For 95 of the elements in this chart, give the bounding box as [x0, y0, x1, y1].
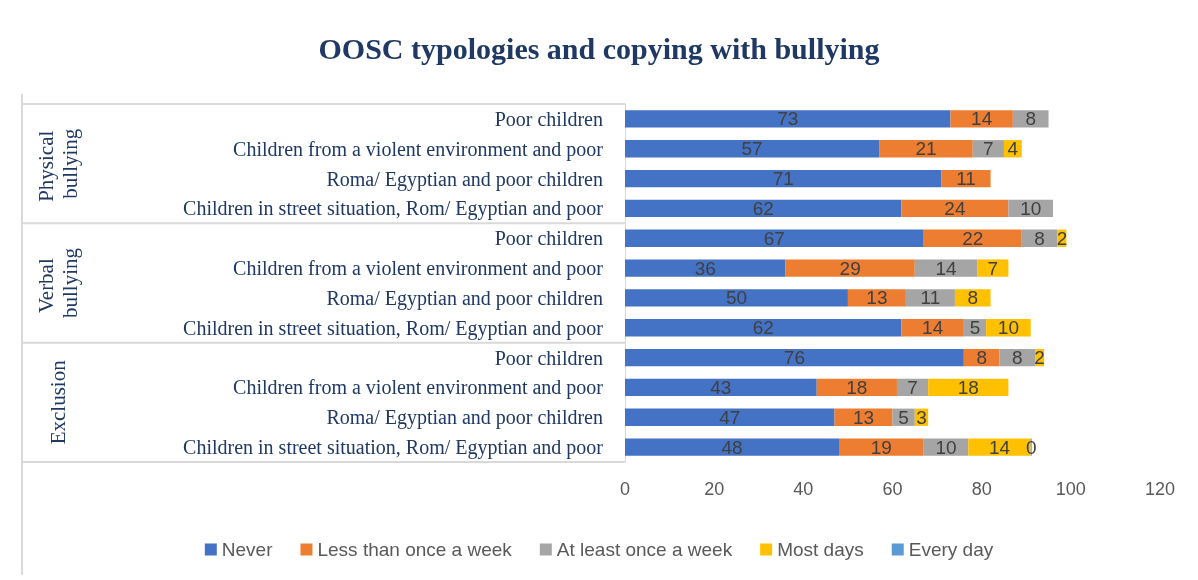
legend-label: Less than once a week [317, 539, 513, 560]
text: Physical bullying [34, 125, 82, 202]
data-label: 10 [935, 436, 957, 458]
data-label: 67 [763, 227, 785, 249]
data-label: 43 [710, 376, 732, 398]
y-tick-label: Poor children [494, 227, 603, 250]
data-label: 29 [839, 257, 861, 279]
data-label: 14 [971, 108, 993, 130]
bar [625, 378, 817, 397]
data-label: 21 [915, 138, 937, 160]
data-label: 62 [752, 317, 774, 339]
data-label: 36 [694, 257, 716, 279]
text: Verbal bullying [34, 247, 82, 319]
data-label: 73 [777, 108, 799, 130]
data-label: 14 [935, 257, 957, 279]
data-label: 18 [846, 376, 868, 398]
bar [625, 289, 848, 307]
legend-label: Every day [908, 539, 994, 560]
bar [625, 259, 786, 277]
bar [785, 259, 915, 277]
bar [625, 408, 835, 426]
bar [625, 438, 839, 456]
data-label: 8 [1012, 347, 1023, 369]
data-label: 4 [1007, 138, 1019, 160]
data-label: 5 [898, 406, 909, 428]
bar [625, 229, 924, 247]
y-tick-label: Children from a violent environment and poor [233, 137, 604, 161]
y-tick-label: Children from a violent environment and poor [233, 257, 604, 281]
chart-title: OOSC typologies and copying with bullying [318, 31, 880, 65]
y-tick-label: Children in street situation, Rom/ Egyptian and poor [183, 316, 604, 340]
data-label: 13 [866, 287, 888, 309]
data-label: 24 [944, 197, 966, 219]
data-label: 13 [852, 406, 875, 428]
bar [625, 319, 902, 337]
bar [1012, 110, 1049, 128]
y-tick-label: Children in street situation, Rom/ Egyptian and poor [183, 197, 604, 221]
data-label: 47 [719, 406, 741, 428]
bar [901, 199, 1009, 218]
data-label: 10 [1020, 197, 1042, 219]
data-label: 14 [922, 317, 944, 339]
data-label: 71 [772, 168, 794, 190]
data-label: 18 [957, 376, 979, 398]
data-label: 5 [969, 317, 981, 339]
data-label: 3 [916, 406, 927, 428]
data-label: 50 [725, 287, 748, 309]
y-tick-label: Children from a violent environment and poor [233, 376, 604, 400]
bar [625, 140, 880, 158]
bar [847, 289, 906, 307]
y-tick-label: Children in street situation, Rom/ Egyptian and poor [183, 436, 604, 460]
bar [977, 259, 1009, 277]
x-tick-label: 0 [619, 479, 631, 499]
bar [954, 289, 991, 307]
legend-label: Never [221, 539, 274, 560]
data-label: 7 [987, 257, 999, 279]
x-tick-label: 20 [704, 479, 725, 499]
data-label: 19 [870, 436, 892, 458]
data-label: 2 [1034, 347, 1045, 369]
data-label: 8 [976, 347, 987, 369]
data-label: 0 [1025, 436, 1037, 458]
data-label: 76 [783, 347, 805, 369]
bar [625, 348, 964, 367]
bar [839, 438, 924, 456]
bar [625, 169, 942, 188]
bar [905, 289, 955, 307]
data-label: 11 [956, 168, 976, 190]
x-tick-label: 60 [882, 479, 903, 499]
data-label: 22 [962, 227, 984, 249]
y-tick-label: Roma/ Egyptian and poor children [326, 286, 603, 310]
data-label: 62 [752, 197, 774, 219]
data-label: 7 [907, 376, 918, 398]
data-label: 8 [1025, 108, 1036, 130]
x-tick-label: 40 [793, 479, 814, 499]
data-label: 8 [967, 287, 979, 309]
x-tick-label: 80 [971, 479, 992, 499]
data-label: 7 [983, 138, 994, 160]
x-tick-label: 120 [1144, 479, 1176, 499]
bar [879, 140, 973, 158]
y-tick-label: Poor children [494, 346, 603, 369]
bar [914, 259, 978, 277]
data-label: 14 [988, 436, 1011, 458]
bar [950, 110, 1013, 128]
legend-label: Most days [777, 539, 864, 560]
bar [625, 110, 951, 128]
bar [625, 199, 902, 218]
data-label: 10 [997, 317, 1019, 339]
legend-label: At least once a week [556, 539, 733, 560]
x-tick-label: 100 [1055, 479, 1086, 499]
y-tick-label: Poor children [494, 107, 603, 130]
data-label: 8 [1034, 227, 1045, 249]
data-label: 48 [721, 436, 743, 458]
y-tick-label: Roma/ Egyptian and poor children [326, 406, 603, 430]
data-label: 11 [920, 287, 941, 309]
y-tick-label: Roma/ Egyptian and poor children [326, 167, 603, 191]
data-label: 57 [741, 138, 763, 160]
text: Exclusion [46, 359, 70, 445]
